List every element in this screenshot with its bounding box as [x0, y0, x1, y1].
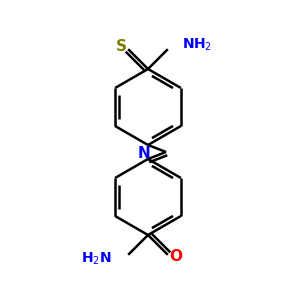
Text: N: N: [138, 146, 150, 161]
Text: O: O: [169, 249, 182, 264]
Text: S: S: [116, 39, 127, 54]
Text: H$_2$N: H$_2$N: [82, 250, 112, 267]
Text: NH$_2$: NH$_2$: [182, 37, 212, 53]
